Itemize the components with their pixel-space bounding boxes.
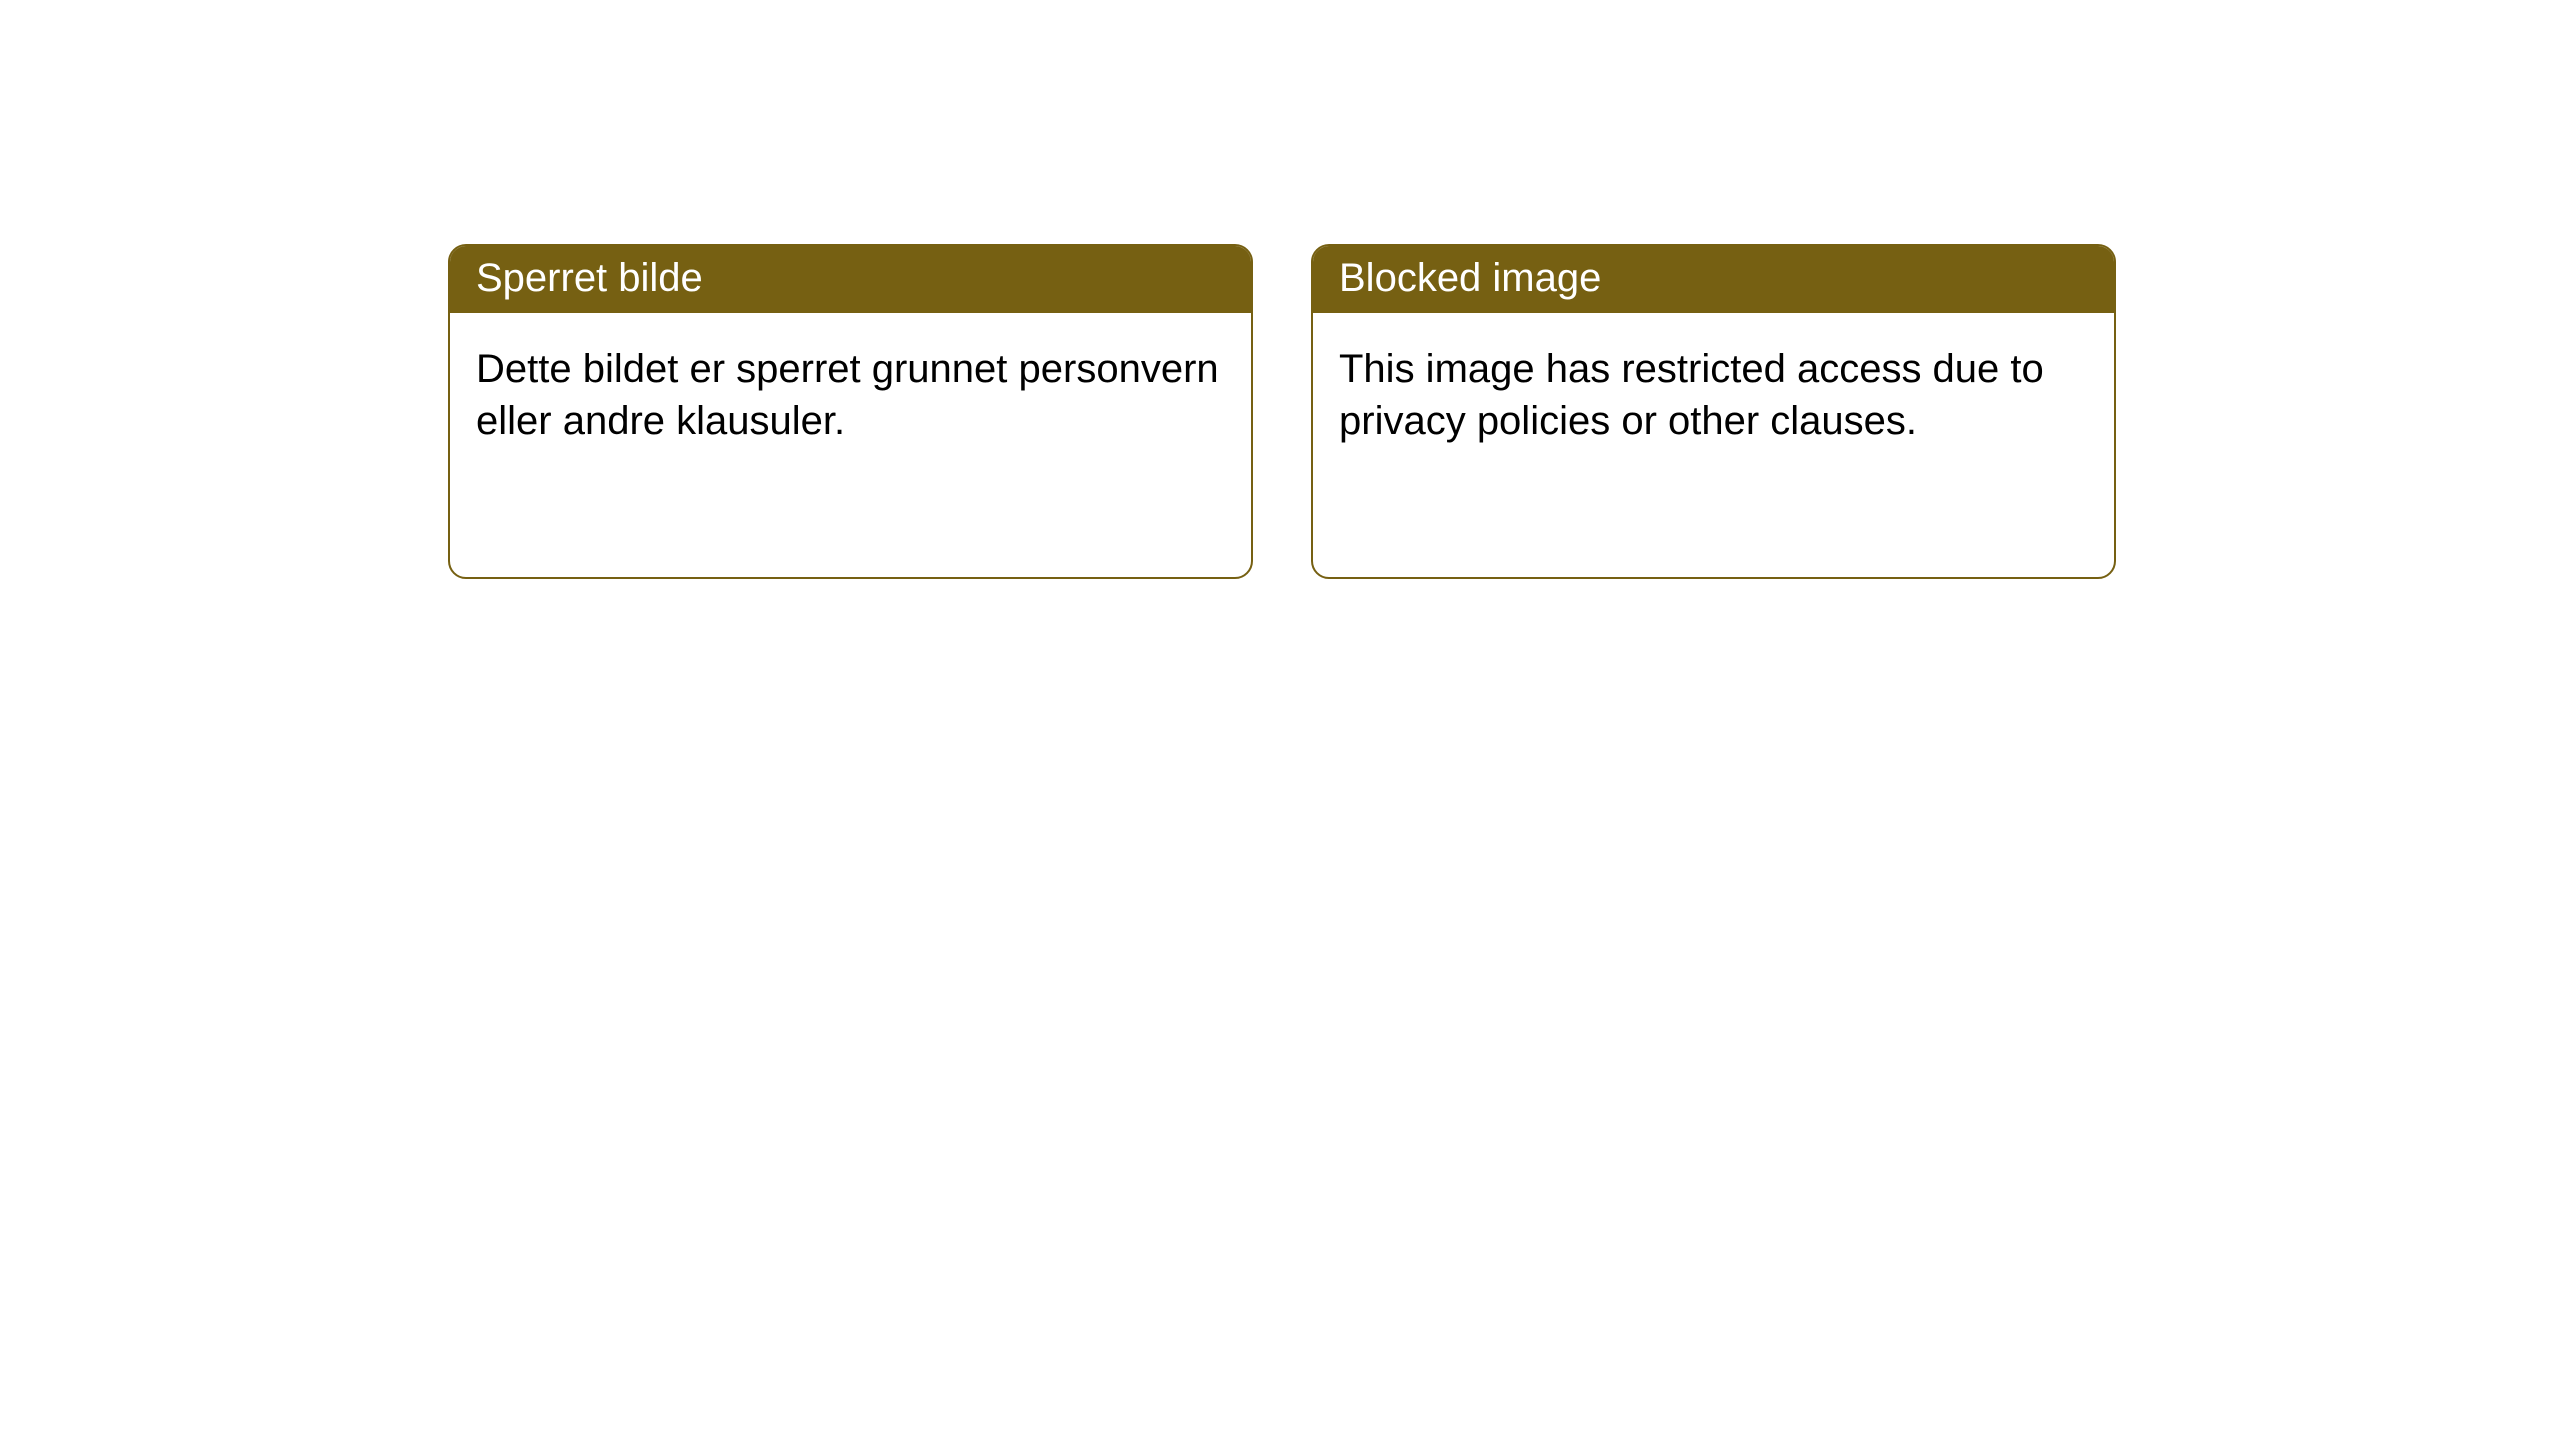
card-body: This image has restricted access due to … [1313,313,2114,477]
card-body: Dette bildet er sperret grunnet personve… [450,313,1251,477]
notice-card-norwegian: Sperret bilde Dette bildet er sperret gr… [448,244,1253,579]
card-title: Blocked image [1339,256,1601,300]
card-body-text: This image has restricted access due to … [1339,347,2044,443]
card-header: Sperret bilde [450,246,1251,313]
card-header: Blocked image [1313,246,2114,313]
card-title: Sperret bilde [476,256,703,300]
notice-container: Sperret bilde Dette bildet er sperret gr… [448,244,2116,579]
card-body-text: Dette bildet er sperret grunnet personve… [476,347,1219,443]
notice-card-english: Blocked image This image has restricted … [1311,244,2116,579]
